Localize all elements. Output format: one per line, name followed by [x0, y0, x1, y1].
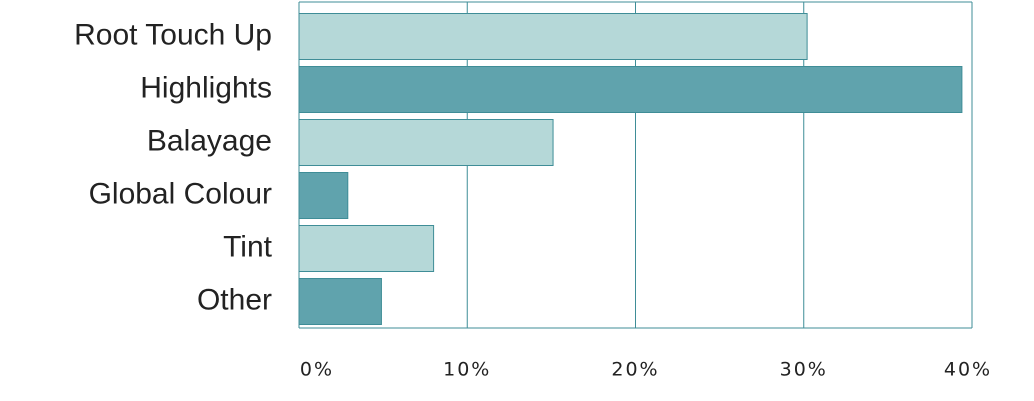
- x-tick-label: 0%: [300, 359, 334, 381]
- bar: [298, 225, 435, 272]
- bar: [298, 172, 349, 219]
- y-tick-label: Balayage: [147, 124, 272, 157]
- bar: [298, 119, 554, 166]
- y-tick-label: Tint: [223, 230, 273, 263]
- bar: [298, 13, 808, 60]
- y-tick-label: Root Touch Up: [74, 18, 272, 51]
- y-tick-label: Highlights: [140, 71, 272, 104]
- y-tick-label: Global Colour: [89, 177, 272, 210]
- x-tick-label: 10%: [443, 359, 491, 381]
- y-tick-label: Other: [197, 283, 272, 316]
- bar: [298, 278, 382, 325]
- bar: [298, 66, 963, 113]
- x-tick-label: 30%: [780, 359, 828, 381]
- x-tick-label: 40%: [944, 359, 992, 381]
- x-tick-label: 20%: [611, 359, 659, 381]
